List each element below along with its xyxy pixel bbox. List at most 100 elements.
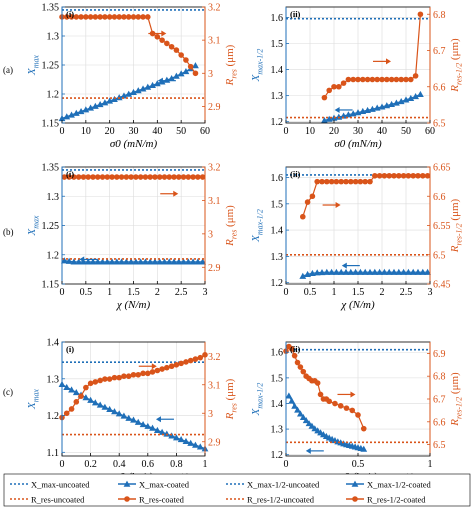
data-point: [319, 178, 325, 185]
data-point: [371, 268, 379, 275]
data-point: [192, 62, 199, 69]
legend-label: X_max-1/2-coated: [367, 480, 431, 490]
data-point: [364, 76, 371, 83]
data-point: [400, 268, 407, 275]
x-axis-label: χ (N/m): [340, 299, 375, 311]
y-tick-label-left: 1.3: [271, 252, 284, 263]
data-point: [343, 405, 350, 411]
data-point: [72, 109, 80, 116]
x-tick-label: 1: [428, 459, 433, 470]
data-point: [84, 258, 92, 265]
y-tick-label-left: 1.5: [271, 199, 284, 210]
data-point: [328, 268, 335, 275]
x-tick-label: 30: [129, 126, 139, 137]
y-axis-label-right: Rres-1/2 (μm): [449, 372, 463, 427]
data-point: [161, 174, 168, 180]
data-point: [326, 87, 333, 94]
data-point: [192, 441, 199, 448]
y-tick-label-left: 1.35: [42, 3, 60, 14]
x-tick-label: 0: [60, 459, 65, 470]
data-point: [68, 111, 75, 118]
data-point: [87, 104, 94, 111]
data-point: [96, 101, 104, 108]
data-point: [137, 258, 145, 265]
data-point: [140, 370, 146, 377]
data-point: [171, 174, 177, 180]
data-point: [417, 90, 424, 98]
x-tick-label: 3: [203, 287, 208, 298]
data-point: [189, 258, 197, 265]
data-point: [360, 76, 366, 83]
data-point: [142, 258, 149, 265]
y-axis-label-right: Rres-1/2 (μm): [449, 38, 463, 93]
data-point: [85, 174, 92, 180]
data-point: [336, 83, 342, 90]
x-tick-label: 2: [155, 287, 160, 298]
data-point: [372, 172, 378, 179]
data-point: [144, 422, 152, 429]
y-tick-label-left: 1.3: [47, 374, 60, 385]
data-point: [175, 174, 182, 180]
data-point: [87, 396, 94, 403]
data-point: [99, 174, 106, 180]
data-point: [360, 425, 367, 432]
panel-label: (ii): [290, 169, 301, 179]
data-point: [178, 360, 184, 367]
y-tick-label-right: 3: [208, 409, 213, 420]
y-tick-label-left: 1.25: [42, 61, 60, 72]
data-point: [187, 357, 194, 364]
legend-label: R_res-uncoated: [31, 495, 85, 505]
data-point: [159, 37, 165, 43]
x-tick-label: 20: [329, 126, 339, 137]
y-tick-label-left: 1.4: [271, 399, 284, 410]
data-point: [291, 352, 298, 359]
data-point: [424, 172, 431, 179]
y-tick-label-right: 6.6: [433, 192, 446, 203]
data-point: [305, 420, 313, 427]
y-tick-label-right: 3.2: [208, 352, 221, 363]
data-point: [355, 412, 361, 418]
data-point: [391, 172, 397, 179]
y-tick-label-left: 1.6: [271, 348, 284, 359]
data-point: [352, 268, 359, 275]
data-point: [111, 14, 118, 20]
x-tick-label: 0.5: [80, 287, 93, 298]
y-tick-label-left: 1.2: [47, 250, 60, 261]
data-point: [173, 362, 180, 368]
data-point: [345, 76, 352, 83]
data-point: [151, 258, 159, 265]
data-point: [309, 269, 316, 276]
y-tick-label-right: 2.9: [208, 102, 221, 113]
data-point: [323, 268, 331, 275]
y-tick-label-right: 3.1: [208, 196, 221, 207]
data-point: [132, 258, 140, 265]
arrow-head-icon: [155, 416, 161, 423]
legend-marker: [352, 496, 358, 502]
x-tick-label: 2.5: [175, 287, 188, 298]
y-tick-label-left: 1.5: [271, 373, 284, 384]
data-point: [337, 268, 345, 275]
data-point: [396, 172, 402, 179]
data-point: [106, 376, 113, 382]
y-tick-label-right: 3: [208, 229, 213, 240]
data-point: [134, 87, 142, 94]
chart-panel-5: 00.20.40.60.811.11.21.31.42.933.13.2(i)κ…: [26, 338, 238, 484]
data-point: [154, 34, 161, 40]
data-point: [145, 370, 151, 377]
legend-box: [3, 473, 471, 507]
x-tick-label: 1.5: [352, 287, 365, 298]
arrow-head-icon: [350, 391, 356, 398]
y-tick-label-left: 1.15: [42, 280, 60, 291]
arrow-head-icon: [173, 190, 179, 197]
data-point: [318, 269, 326, 276]
y-tick-label-left: 1.1: [47, 448, 60, 459]
data-point: [63, 113, 71, 120]
data-point: [114, 174, 120, 180]
data-point: [104, 174, 111, 180]
data-point: [120, 412, 128, 419]
data-point: [350, 76, 357, 83]
data-point: [342, 268, 350, 275]
data-point: [165, 258, 173, 265]
data-point: [97, 377, 103, 384]
data-point: [154, 367, 161, 374]
